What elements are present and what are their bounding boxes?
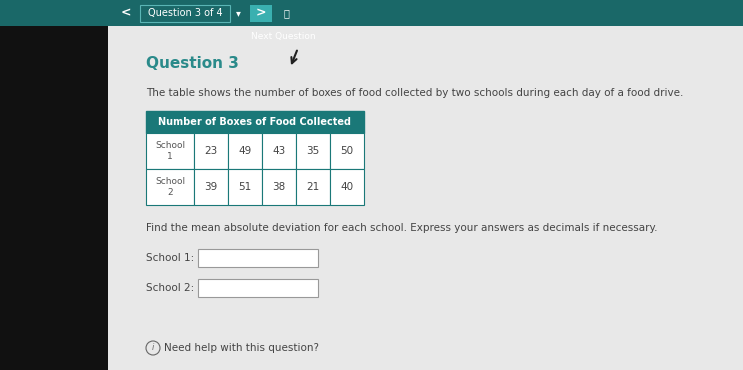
Text: 23: 23 (204, 146, 218, 156)
Bar (194, 169, 228, 205)
Bar (146, 169, 194, 205)
Text: 38: 38 (273, 182, 285, 192)
Text: i: i (152, 343, 155, 353)
Text: 35: 35 (306, 146, 319, 156)
Text: 49: 49 (239, 146, 252, 156)
Bar (262, 169, 296, 205)
Text: Question 3: Question 3 (146, 56, 239, 71)
Bar (108, 26, 743, 370)
Text: 🔖: 🔖 (283, 8, 289, 18)
Bar (250, 4, 272, 21)
Bar (198, 249, 318, 267)
Text: The table shows the number of boxes of food collected by two schools during each: The table shows the number of boxes of f… (146, 88, 684, 98)
Text: ▾: ▾ (236, 8, 241, 18)
Text: Need help with this question?: Need help with this question? (164, 343, 319, 353)
Text: Number of Boxes of Food Collected: Number of Boxes of Food Collected (158, 117, 351, 127)
Bar (228, 169, 262, 205)
Text: School 1:: School 1: (146, 253, 194, 263)
Text: School
1: School 1 (155, 141, 185, 161)
Text: 21: 21 (306, 182, 319, 192)
Text: 39: 39 (204, 182, 218, 192)
Bar (244, 28, 322, 44)
Bar (0, 0, 108, 370)
Bar (140, 4, 230, 21)
Text: Question 3 of 4: Question 3 of 4 (148, 8, 222, 18)
Bar (198, 279, 318, 297)
Bar (330, 169, 364, 205)
Text: 50: 50 (340, 146, 354, 156)
Text: School
2: School 2 (155, 177, 185, 197)
Text: <: < (121, 7, 132, 20)
Text: 43: 43 (273, 146, 285, 156)
Bar (146, 111, 364, 133)
Text: >: > (256, 7, 266, 20)
Bar (330, 133, 364, 169)
Bar (194, 133, 228, 169)
Bar (296, 169, 330, 205)
Bar (296, 133, 330, 169)
Bar (228, 133, 262, 169)
Text: 51: 51 (239, 182, 252, 192)
Bar (262, 133, 296, 169)
Text: 40: 40 (340, 182, 354, 192)
Bar (146, 133, 194, 169)
Text: Find the mean absolute deviation for each school. Express your answers as decima: Find the mean absolute deviation for eac… (146, 223, 658, 233)
Text: Next Question: Next Question (250, 31, 315, 40)
Bar (0, 0, 743, 26)
Text: School 2:: School 2: (146, 283, 194, 293)
